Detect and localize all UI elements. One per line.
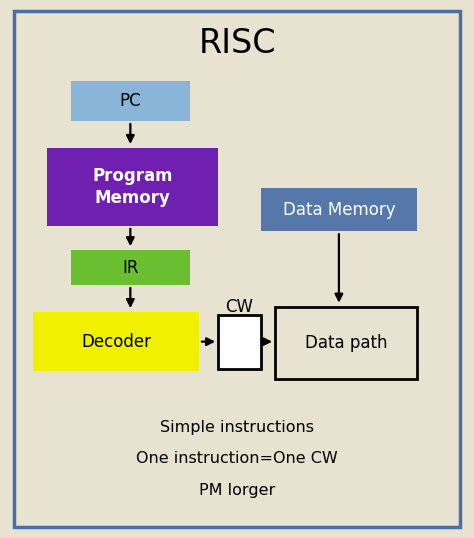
FancyBboxPatch shape [14, 11, 460, 527]
Text: Simple instructions: Simple instructions [160, 420, 314, 435]
FancyBboxPatch shape [218, 315, 261, 369]
Text: RISC: RISC [198, 26, 276, 60]
Text: PM lorger: PM lorger [199, 483, 275, 498]
Text: Data Memory: Data Memory [283, 201, 395, 219]
FancyBboxPatch shape [261, 188, 417, 231]
FancyBboxPatch shape [71, 250, 190, 285]
Text: PC: PC [119, 92, 141, 110]
Text: Program
Memory: Program Memory [92, 167, 173, 207]
Text: IR: IR [122, 259, 138, 277]
Text: Data path: Data path [305, 334, 387, 352]
Text: CW: CW [225, 298, 254, 316]
Text: One instruction=One CW: One instruction=One CW [136, 451, 338, 466]
FancyBboxPatch shape [33, 312, 199, 371]
FancyBboxPatch shape [275, 307, 417, 379]
FancyBboxPatch shape [71, 81, 190, 121]
Text: Decoder: Decoder [81, 332, 151, 351]
FancyBboxPatch shape [47, 148, 218, 226]
